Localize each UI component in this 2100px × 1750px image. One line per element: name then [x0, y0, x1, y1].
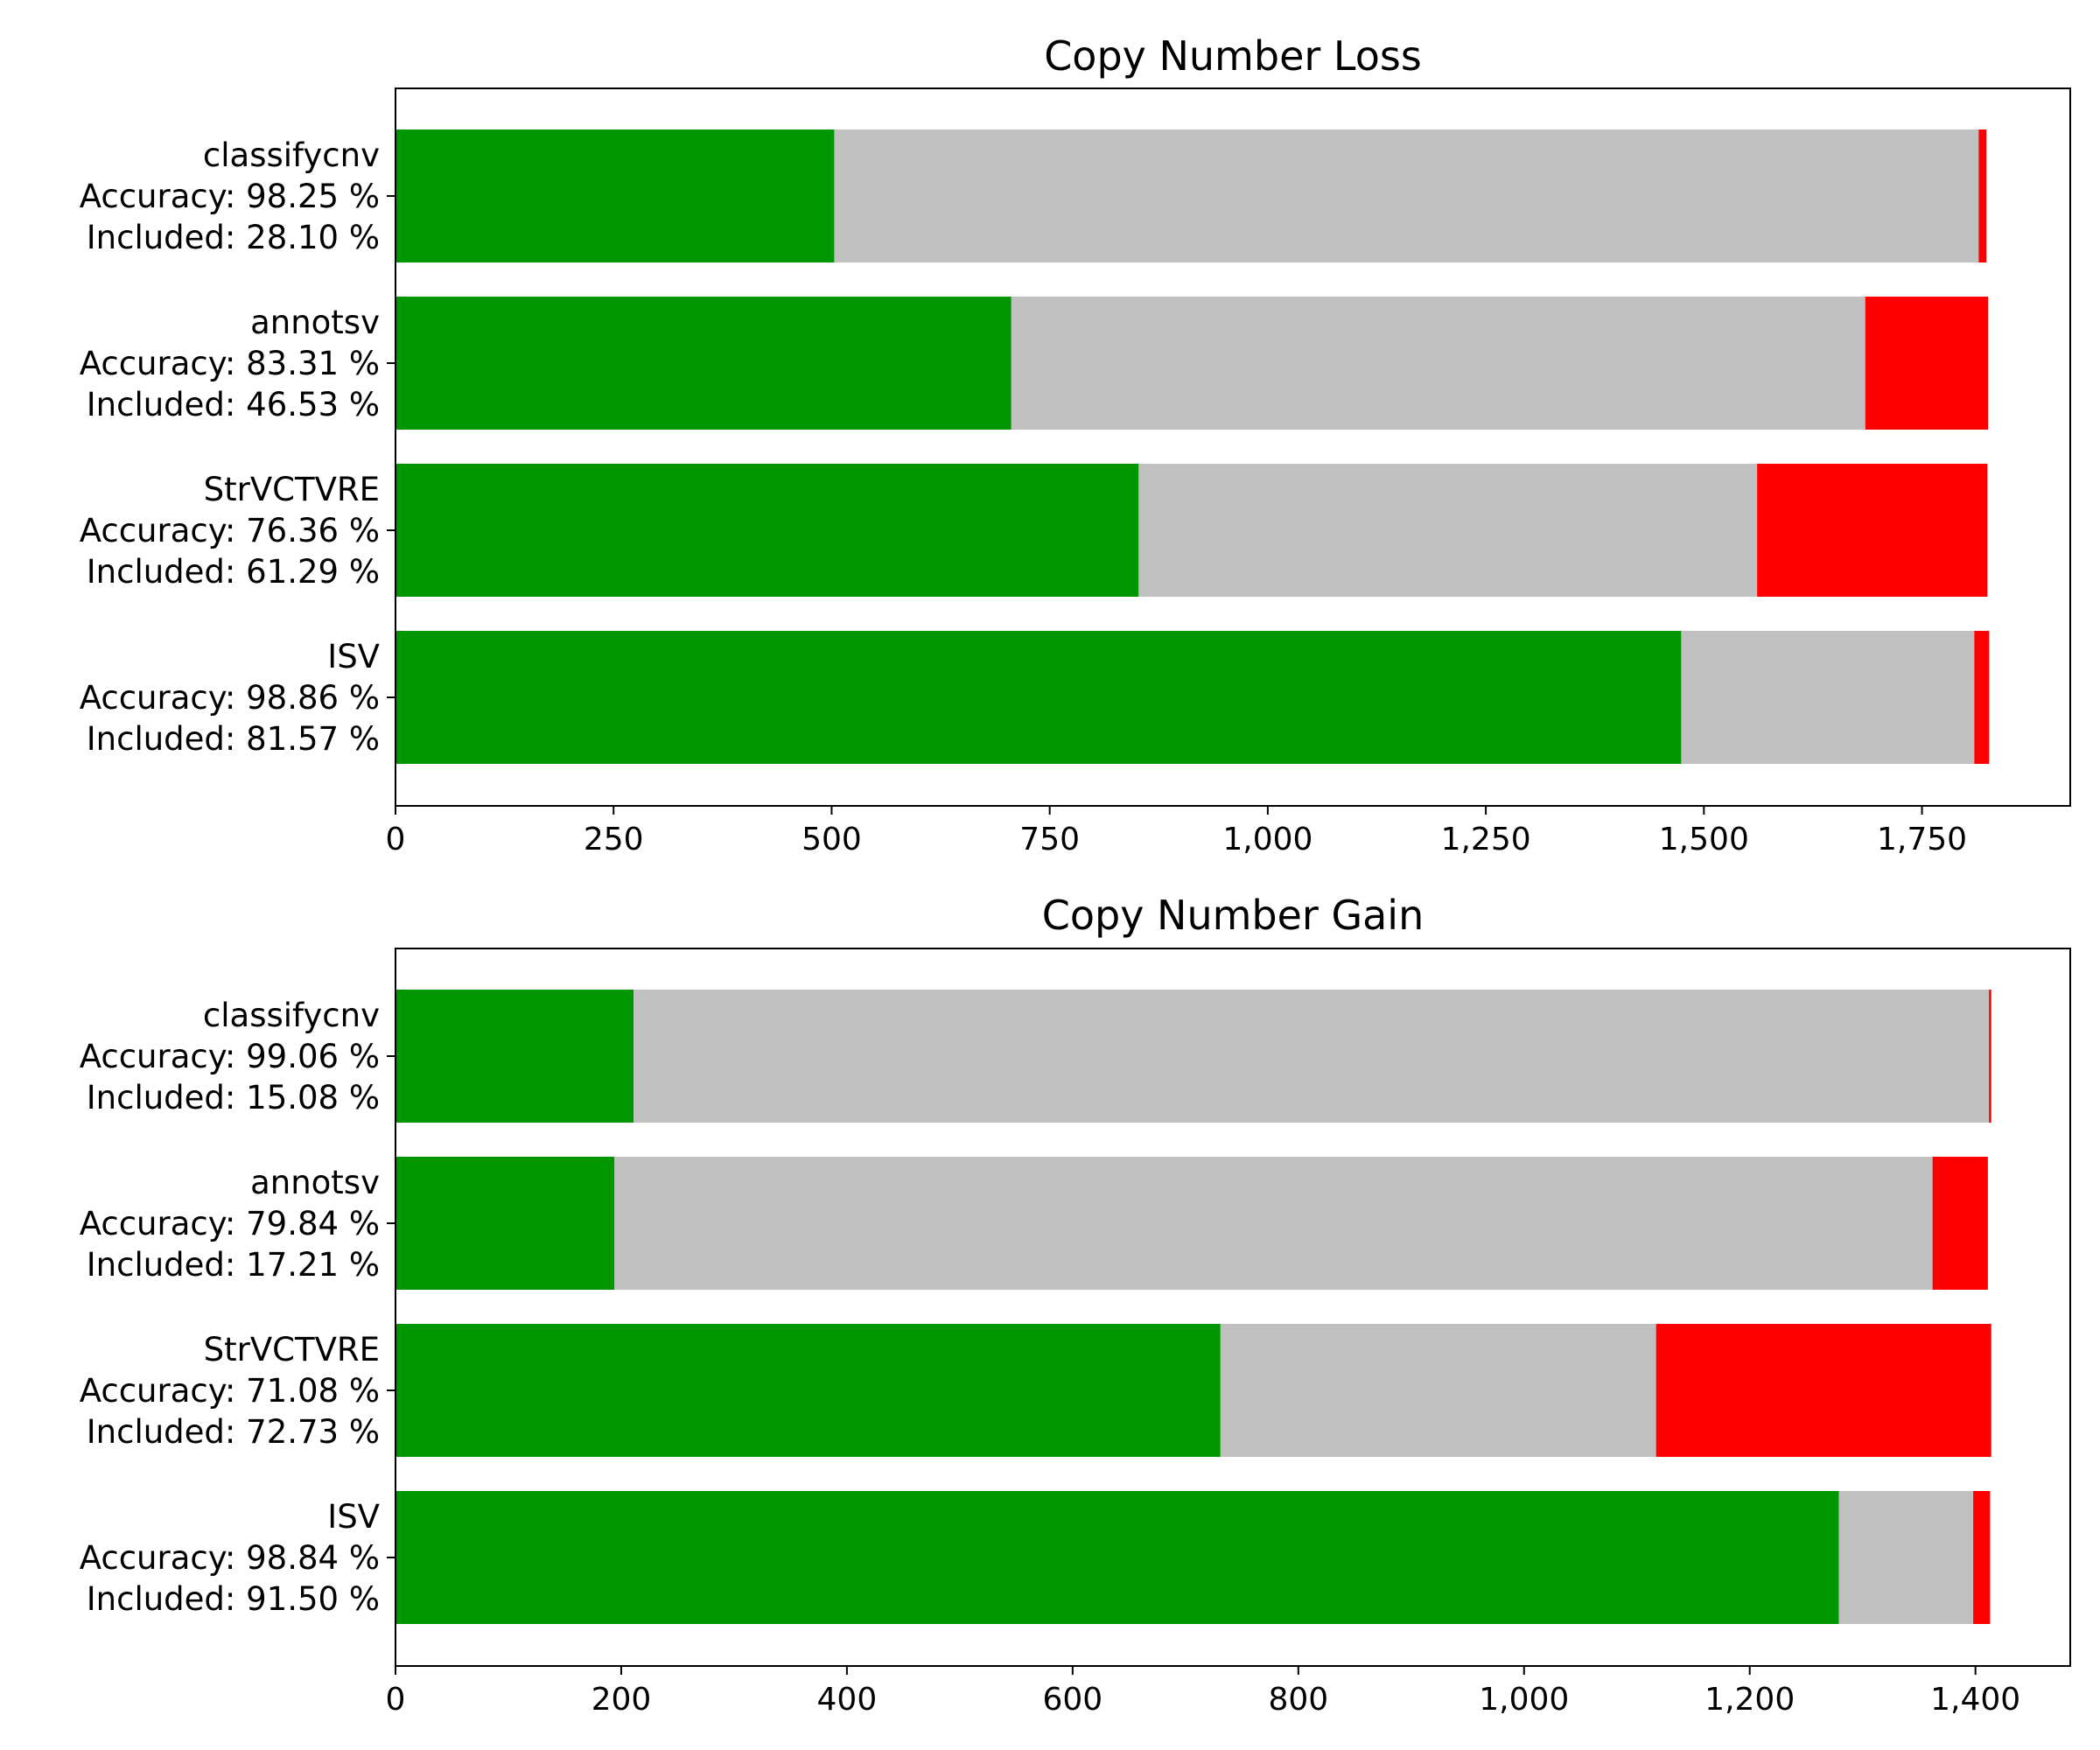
bar-incorrect-2: [1865, 297, 1989, 430]
y-tick-label: Accuracy: 99.06 %: [80, 1038, 380, 1075]
bar-incorrect-4: [1974, 631, 1990, 764]
x-tick-label: 1,500: [1659, 822, 1749, 858]
bar-excluded-1: [634, 990, 1990, 1123]
y-tick-label: StrVCTVRE: [204, 471, 380, 508]
y-tick-label: Included: 46.53 %: [87, 386, 380, 424]
bar-incorrect-4: [1973, 1491, 1991, 1624]
y-tick-label: ISV: [327, 638, 380, 676]
bar-excluded-4: [1838, 1491, 1974, 1624]
plot-frame: [395, 88, 2071, 807]
y-tick-label: classifycnv: [203, 136, 380, 174]
x-tick-label: 1,200: [1704, 1682, 1795, 1718]
y-tick-label: annotsv: [250, 304, 380, 341]
y-tick-label: annotsv: [250, 1164, 380, 1201]
y-tick-label: Accuracy: 98.25 %: [80, 178, 380, 215]
y-tick-label: Accuracy: 71.08 %: [80, 1372, 380, 1410]
x-tick-label: 1,000: [1222, 822, 1312, 858]
y-tick-label: Included: 61.29 %: [87, 553, 380, 591]
plot-frame: [395, 948, 2071, 1667]
y-tick-label: Accuracy: 79.84 %: [80, 1205, 380, 1242]
bar-excluded-2: [1011, 297, 1866, 430]
bar-excluded-1: [834, 130, 1979, 262]
x-tick-label: 0: [386, 822, 406, 858]
bar-correct-3: [396, 1324, 1221, 1457]
bar-excluded-3: [1138, 464, 1758, 597]
y-tick-label: Accuracy: 83.31 %: [80, 345, 380, 382]
y-tick-label: ISV: [327, 1498, 380, 1536]
y-tick-label: Included: 91.50 %: [87, 1580, 380, 1618]
bar-incorrect-1: [1989, 990, 1992, 1123]
x-tick-label: 800: [1268, 1682, 1328, 1718]
chart-panel-1: Copy Number Loss classifycnv Accuracy: 98.…: [80, 32, 2071, 858]
y-tick-label: Included: 17.21 %: [87, 1246, 380, 1284]
bar-correct-4: [396, 631, 1682, 764]
x-tick-label: 1,000: [1479, 1682, 1569, 1718]
x-tick-label: 1,750: [1877, 822, 1967, 858]
y-tick-label: Included: 81.57 %: [87, 720, 380, 758]
bar-correct-3: [396, 464, 1139, 597]
bar-correct-2: [396, 1157, 615, 1290]
bar-incorrect-3: [1757, 464, 1988, 597]
bar-incorrect-3: [1656, 1324, 1992, 1457]
bar-correct-4: [396, 1491, 1839, 1624]
x-tick-label: 600: [1042, 1682, 1102, 1718]
chart-title: Copy Number Gain: [1042, 892, 1424, 939]
bar-excluded-4: [1681, 631, 1975, 764]
chart-panel-2: Copy Number Gain classifycnv Accuracy: 99.…: [80, 892, 2071, 1718]
x-tick-label: 400: [817, 1682, 878, 1718]
bar-correct-2: [396, 297, 1012, 430]
y-tick-label: Included: 72.73 %: [87, 1413, 380, 1451]
chart-title: Copy Number Loss: [1044, 32, 1422, 80]
x-tick-label: 500: [802, 822, 862, 858]
bar-excluded-3: [1220, 1324, 1656, 1457]
x-tick-label: 200: [592, 1682, 652, 1718]
y-tick-label: Included: 28.10 %: [87, 219, 380, 256]
y-tick-label: Accuracy: 76.36 %: [80, 512, 380, 550]
x-tick-label: 1,400: [1930, 1682, 2020, 1718]
x-tick-label: 0: [386, 1682, 406, 1718]
bar-incorrect-1: [1978, 130, 1987, 262]
y-tick-label: Included: 15.08 %: [87, 1079, 380, 1116]
bar-incorrect-2: [1932, 1157, 1988, 1290]
x-tick-label: 1,250: [1441, 822, 1531, 858]
y-tick-label: Accuracy: 98.86 %: [80, 679, 380, 717]
x-tick-label: 750: [1019, 822, 1080, 858]
bar-excluded-2: [614, 1157, 1933, 1290]
y-tick-label: Accuracy: 98.84 %: [80, 1539, 380, 1577]
x-tick-label: 250: [584, 822, 644, 858]
y-tick-label: StrVCTVRE: [204, 1331, 380, 1368]
y-tick-label: classifycnv: [203, 997, 380, 1034]
bar-correct-1: [396, 130, 835, 262]
bar-correct-1: [396, 990, 634, 1123]
